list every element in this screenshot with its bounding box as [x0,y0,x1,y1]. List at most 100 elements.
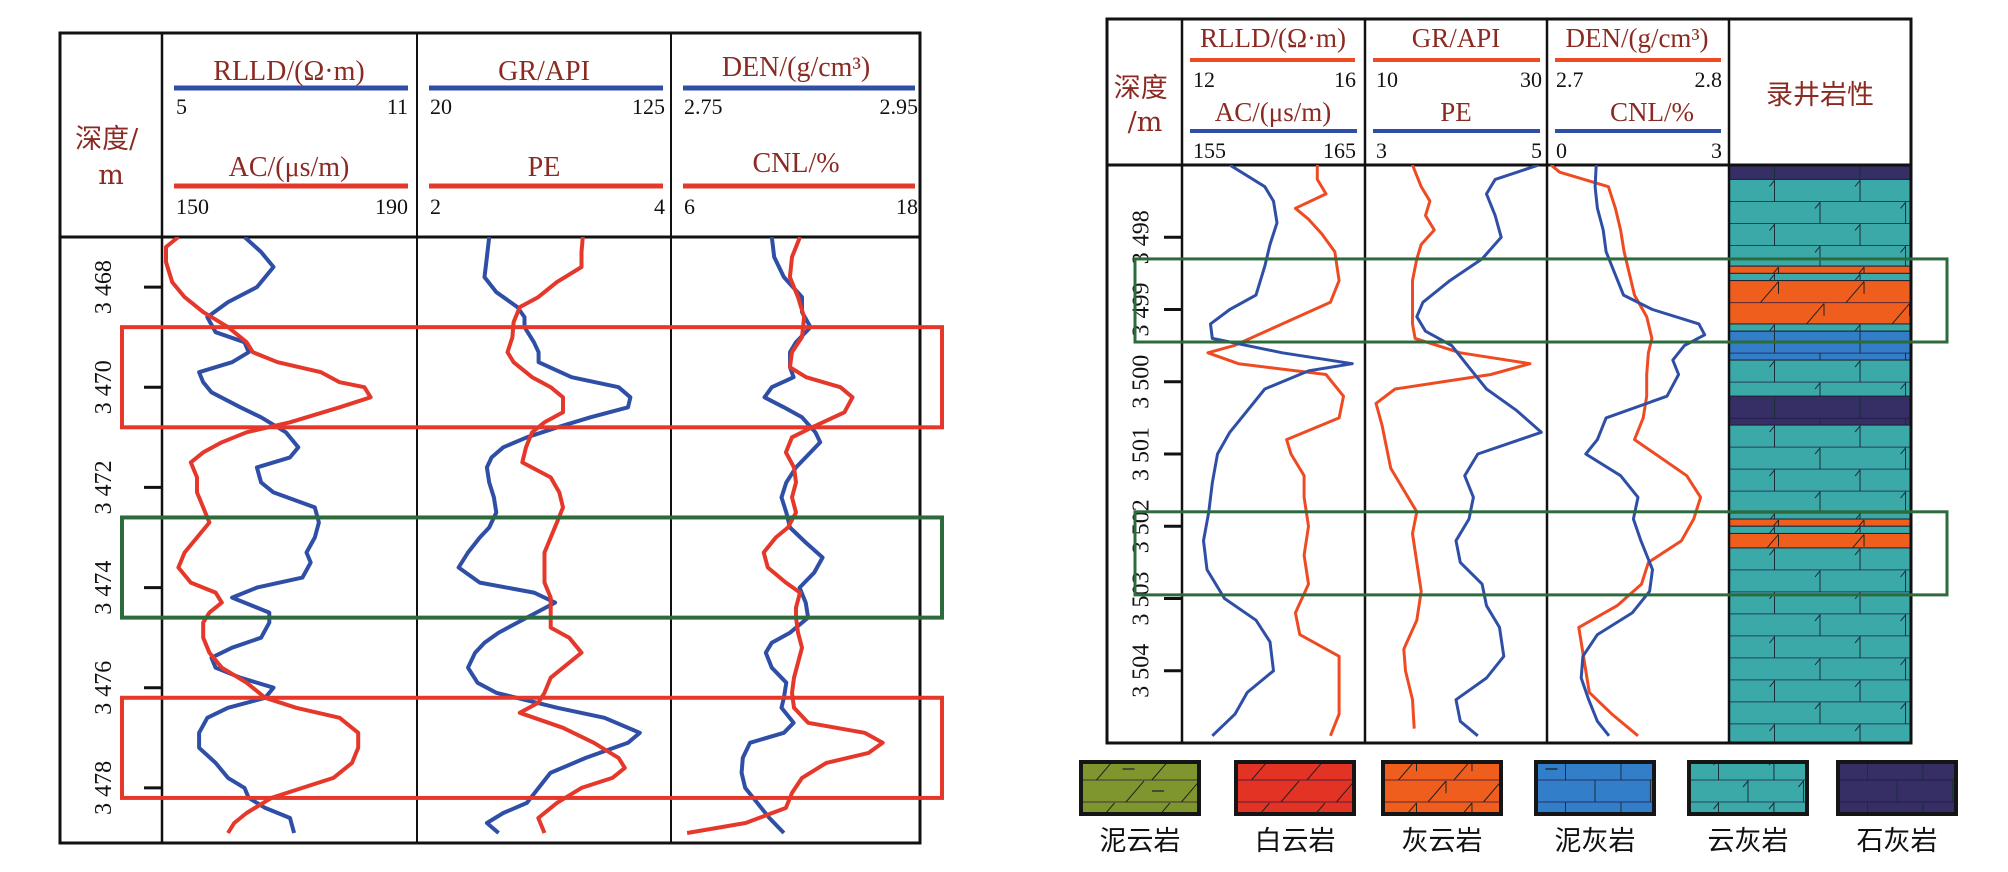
depth-tick-label: 3 501 [1129,427,1155,481]
left-track3-header: DEN/(g/cm³) 2.75 2.95 CNL/% 6 18 [683,52,918,219]
legend-label: 云灰岩 [1708,826,1789,857]
left-cnl-title: CNL/% [752,148,839,179]
right-den-max: 2.8 [1695,67,1723,92]
right-well-log-chart: 深度 /m RLLD/(Ω·m) 12 16 AC/(μs/m) 155 165… [1105,17,1949,745]
depth-tick-label: 3 478 [91,761,117,815]
left-ac-curve [164,237,373,835]
lithology-layer [1728,547,1912,744]
lithology-layer [1728,359,1912,397]
left-gr-min: 20 [430,94,452,119]
left-well-log-chart: 深度/ m RLLD/(Ω·m) 5 11 AC/(μs/m) 150 190 … [58,31,944,845]
right-gr-curve [1374,165,1532,729]
right-pe-curve [1415,165,1543,737]
left-ac-max: 190 [375,194,408,219]
left-rlld-curve [197,237,321,834]
lithology-layer [1728,532,1912,549]
left-den-title: DEN/(g/cm³) [722,52,870,83]
legend-label: 灰云岩 [1402,826,1483,857]
right-pe-title: PE [1440,97,1472,127]
left-gr-curve [456,237,642,835]
legend-item: 白云岩 [1234,760,1356,857]
left-pe-max: 4 [654,194,665,219]
right-ac-min: 155 [1193,138,1226,163]
right-den-curve [1550,165,1703,737]
right-gr-max: 30 [1520,67,1542,92]
right-rlld-curve [1206,165,1345,737]
left-rlld-title: RLLD/(Ω·m) [213,56,364,87]
right-pe-max: 5 [1531,138,1542,163]
lithology-layer [1728,178,1912,267]
depth-tick-label: 3 500 [1129,355,1155,409]
right-depth-header-line2: /m [1128,107,1163,138]
right-track3-header: DEN/(g/cm³) 2.7 2.8 CNL/% 0 3 [1555,23,1722,163]
right-ac-max: 165 [1323,138,1356,163]
left-rlld-max: 11 [387,94,408,119]
left-outer-frame [58,31,922,845]
legend-label: 泥云岩 [1100,826,1181,857]
depth-tick-label: 3 472 [91,460,117,514]
left-highlight-boxes [120,325,944,800]
legend-label: 泥灰岩 [1555,826,1636,857]
legend-item: 石灰岩 [1836,760,1958,857]
left-ac-min: 150 [176,194,209,219]
left-pe-min: 2 [430,194,441,219]
depth-tick-label: 3 476 [91,661,117,715]
left-depth-header-line1: 深度/ [75,124,139,155]
left-track1-header: RLLD/(Ω·m) 5 11 AC/(μs/m) 150 190 [174,56,408,219]
right-gr-title: GR/API [1412,23,1501,53]
right-curves [1202,165,1707,737]
right-depth-header: 深度 /m [1114,73,1177,138]
legend-swatch [1236,762,1354,814]
right-den-title: DEN/(g/cm³) [1565,23,1708,53]
left-gr-max: 125 [632,94,665,119]
depth-tick-label: 3 470 [91,360,117,414]
lithology-layer [1728,280,1912,325]
legend-item: 泥灰岩 [1534,760,1656,857]
left-depth-header: 深度/ m [75,124,147,191]
right-gr-min: 10 [1376,67,1398,92]
green-highlight-box [1133,257,1949,344]
legend-swatch [1383,762,1501,814]
left-depth-axis: 3 468 3 470 3 472 3 474 3 476 3 478 [91,260,162,815]
right-den-min: 2.7 [1556,67,1584,92]
right-pe-min: 3 [1376,138,1387,163]
depth-tick-label: 3 503 [1129,572,1155,626]
left-rlld-min: 5 [176,94,187,119]
depth-tick-label: 3 499 [1129,283,1155,337]
right-track1-header: RLLD/(Ω·m) 12 16 AC/(μs/m) 155 165 [1190,23,1357,163]
legend-swatch [1081,762,1199,814]
left-depth-header-line2: m [98,160,124,191]
left-ac-title: AC/(μs/m) [229,152,350,183]
lithology-layer [1728,424,1912,520]
lithology-legend: 泥云岩 白云岩 灰云岩 泥灰岩 云灰岩 石灰岩 [1079,760,1958,857]
green-highlight-box [120,515,944,620]
left-track2-header: GR/API 20 125 PE 2 4 [429,56,665,219]
right-outer-frame [1105,17,1913,745]
legend-item: 泥云岩 [1079,760,1201,857]
left-den-max: 2.95 [880,94,919,119]
right-depth-header-line1: 深度 [1114,73,1168,104]
left-gr-title: GR/API [498,56,590,87]
right-rlld-min: 12 [1193,67,1215,92]
left-cnl-max: 18 [896,194,918,219]
right-cnl-curve [1579,165,1707,737]
right-depth-axis: 3 498 3 499 3 500 3 501 3 502 3 503 3 504 [1129,210,1182,698]
right-cnl-title: CNL/% [1610,97,1694,127]
red-highlight-box [120,695,944,800]
right-track2-header: GR/API 10 30 PE 3 5 [1373,23,1542,163]
legend-label: 白云岩 [1255,826,1336,857]
left-cnl-min: 6 [684,194,695,219]
right-highlight-boxes [1133,257,1949,597]
red-highlight-box [120,325,944,430]
right-ac-curve [1202,165,1354,737]
depth-tick-label: 3 498 [1129,210,1155,264]
right-ac-title: AC/(μs/m) [1215,97,1331,127]
legend-item: 灰云岩 [1381,760,1503,857]
right-cnl-max: 3 [1711,138,1722,163]
left-pe-curve [505,237,627,834]
depth-tick-label: 3 504 [1129,644,1155,698]
lithology-column [1728,164,1912,744]
green-highlight-box [1133,510,1949,597]
left-den-min: 2.75 [684,94,723,119]
lithology-layer [1728,395,1912,426]
